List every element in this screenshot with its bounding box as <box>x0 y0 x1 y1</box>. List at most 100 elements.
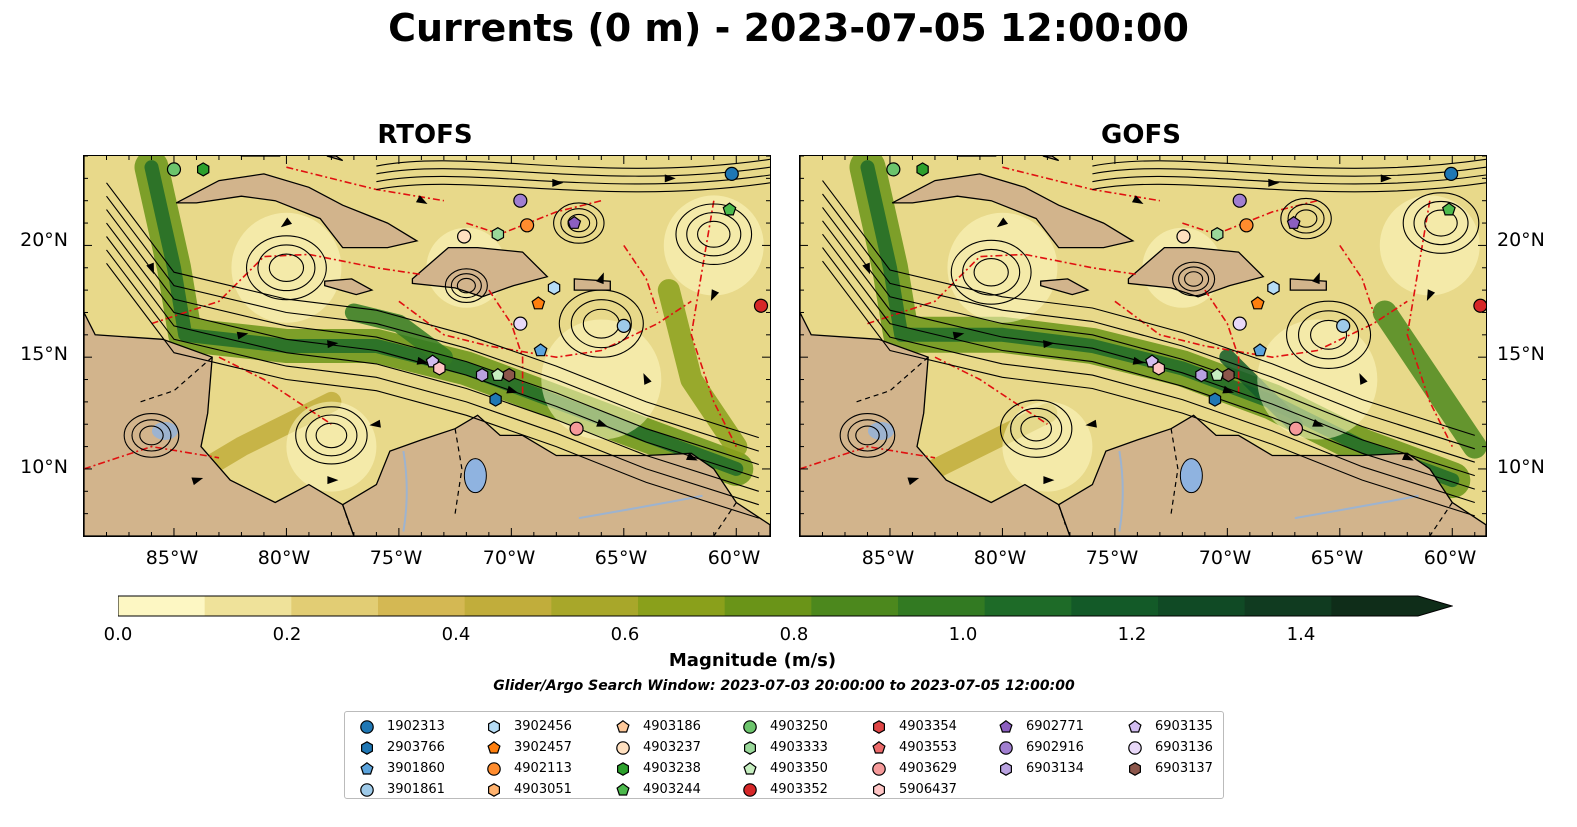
platform-marker-5906437 <box>1152 361 1165 376</box>
legend-marker-circle <box>360 782 374 797</box>
platform-marker-4902113 <box>519 218 535 233</box>
platform-marker-6903137 <box>502 367 516 383</box>
legend-marker-circle <box>999 740 1013 755</box>
colorbar-segment <box>724 596 812 616</box>
legend-label: 4903333 <box>770 740 828 755</box>
legend-item-4903244: 4903244 <box>615 779 701 800</box>
legend-label: 4903629 <box>899 761 957 776</box>
colorbar-tick-0: 0.0 <box>103 624 133 645</box>
legend-marker-hexagon <box>1128 761 1141 776</box>
legend-marker-icon <box>743 782 757 797</box>
legend-item-3901861: 3901861 <box>359 779 445 800</box>
panel-title-rtofs: RTOFS <box>377 120 473 150</box>
legend-item-2903766: 2903766 <box>359 737 445 758</box>
legend-column: 1902313 2903766 3901860 3901861 <box>359 716 445 800</box>
legend-label: 1902313 <box>387 719 445 734</box>
colorbar <box>118 595 1453 617</box>
lat-label-15n-right: 15°N <box>1497 343 1545 365</box>
platform-marker-6902771 <box>1286 215 1301 229</box>
legend-marker-hexagon <box>872 719 885 734</box>
platform-marker-6902916 <box>513 193 528 208</box>
legend-marker-icon <box>487 782 500 797</box>
map-canvas-gofs <box>800 156 1486 536</box>
legend-marker-icon <box>872 740 886 754</box>
legend-marker-pentagon <box>1128 719 1142 733</box>
colorbar-tick-3: 0.6 <box>610 624 640 645</box>
legend-column: 4903250 4903333 4903350 4903352 <box>742 716 828 800</box>
platform-marker-3901861 <box>616 318 631 333</box>
platform-marker-4903629 <box>569 421 584 436</box>
platform-marker-4903250 <box>166 162 182 177</box>
legend-item-5906437: 5906437 <box>871 779 957 800</box>
platform-marker-3901860 <box>1253 343 1267 357</box>
lon-label-75w-right: 75°W <box>1085 547 1139 569</box>
legend-marker-pentagon <box>616 719 630 733</box>
legend-label: 3901860 <box>387 761 445 776</box>
platform-marker-3902457 <box>1250 296 1265 310</box>
legend-marker-icon <box>743 719 757 734</box>
legend-column: 4903186 4903237 4903238 4903244 <box>615 716 701 800</box>
lat-label-20n: 20°N <box>20 229 68 251</box>
legend-marker-circle <box>487 761 501 776</box>
map-canvas-rtofs <box>84 156 770 536</box>
panel-title-gofs: GOFS <box>1101 120 1181 150</box>
legend-marker-circle <box>743 719 757 734</box>
legend-marker-hexagon <box>999 761 1012 776</box>
colorbar-segment <box>291 596 379 616</box>
platform-marker-6903136 <box>1232 316 1247 331</box>
legend-label: 4903244 <box>643 782 701 797</box>
legend-item-4903629: 4903629 <box>871 758 957 779</box>
legend-column: 3902456 3902457 4902113 4903051 <box>486 716 572 800</box>
legend-marker-pentagon <box>872 740 886 754</box>
legend-column: 6902771 6902916 6903134 <box>998 716 1084 779</box>
legend-item-4903250: 4903250 <box>742 716 828 737</box>
lon-label-85w-right: 85°W <box>861 547 915 569</box>
legend-marker-icon <box>360 719 374 734</box>
legend-label: 4903238 <box>643 761 701 776</box>
colorbar-tick-6: 1.2 <box>1117 624 1147 645</box>
legend-marker-icon <box>616 719 630 733</box>
map-panel-gofs <box>799 155 1487 537</box>
legend-marker-icon <box>487 761 501 776</box>
platform-marker-3902456 <box>1267 280 1280 296</box>
legend-marker-pentagon <box>487 740 501 754</box>
legend-marker-icon <box>999 761 1012 776</box>
legend-item-6903136: 6903136 <box>1127 737 1213 758</box>
legend-label: 4902113 <box>514 761 572 776</box>
legend-label: 6903134 <box>1026 761 1084 776</box>
legend-label: 4903553 <box>899 740 957 755</box>
legend-marker-icon <box>360 782 374 797</box>
platform-marker-6902771 <box>567 215 582 229</box>
legend-marker-pentagon <box>360 761 374 775</box>
lat-label-10n: 10°N <box>20 456 68 478</box>
legend-marker-icon <box>999 740 1013 755</box>
platform-marker-3902457 <box>531 296 546 310</box>
colorbar-tick-1: 0.2 <box>272 624 302 645</box>
legend-marker-hexagon <box>360 740 373 755</box>
platform-marker-6903136 <box>513 316 528 331</box>
legend-item-6902916: 6902916 <box>998 737 1084 758</box>
legend-marker-icon <box>872 782 885 797</box>
platform-marker-4903237 <box>1176 229 1191 244</box>
legend-label: 4903352 <box>770 782 828 797</box>
platform-marker-1902313 <box>724 166 739 181</box>
platform-marker-5906437 <box>433 361 446 376</box>
legend-label: 6902771 <box>1026 719 1084 734</box>
colorbar-segment <box>898 596 986 616</box>
lat-label-20n-right: 20°N <box>1497 229 1545 251</box>
colorbar-tick-5: 1.0 <box>948 624 978 645</box>
figure-title: Currents (0 m) - 2023-07-05 12:00:00 <box>388 6 1189 50</box>
colorbar-segment <box>638 596 726 616</box>
legend-marker-icon <box>1128 719 1142 733</box>
colorbar-segment <box>811 596 899 616</box>
legend-item-4903237: 4903237 <box>615 737 701 758</box>
lat-label-15n: 15°N <box>20 343 68 365</box>
legend-marker-icon <box>743 740 756 755</box>
legend-label: 3902456 <box>514 719 572 734</box>
legend-label: 4903051 <box>514 782 572 797</box>
legend-item-6903135: 6903135 <box>1127 716 1213 737</box>
legend-marker-icon <box>616 761 629 776</box>
colorbar-segment <box>1071 596 1159 616</box>
colorbar-segment <box>984 596 1072 616</box>
platform-marker-6903134 <box>475 367 489 383</box>
